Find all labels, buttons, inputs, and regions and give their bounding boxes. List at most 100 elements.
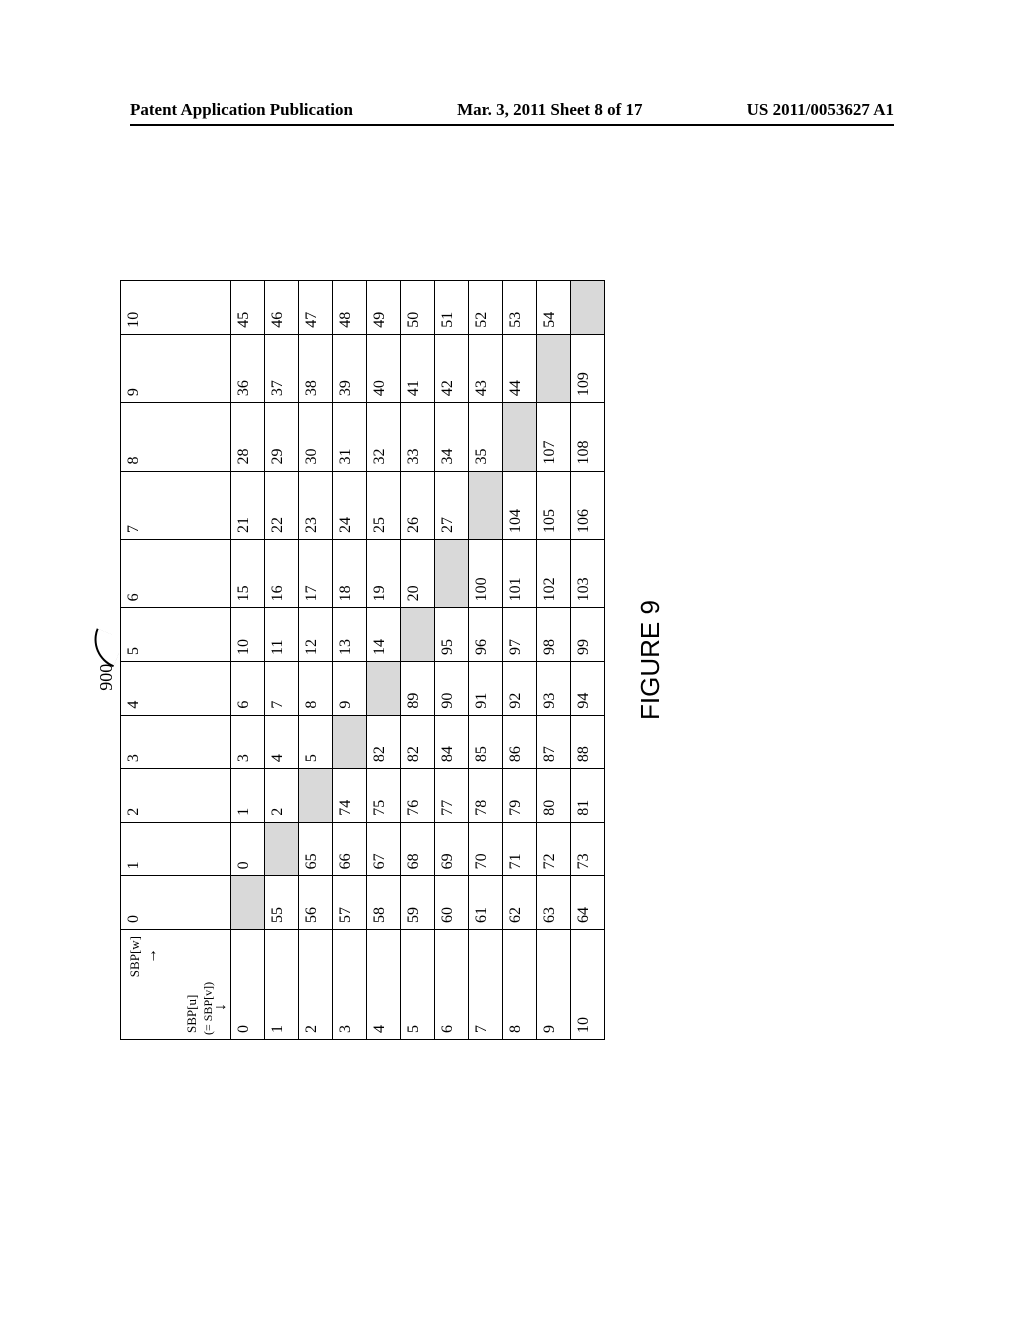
cell: 8 (299, 661, 333, 715)
cell: 64 (571, 876, 605, 930)
row-header: 4 (367, 930, 401, 1040)
table-row: 5 59 68 76 82 89 20 26 33 41 50 (401, 281, 435, 1040)
cell: 47 (299, 281, 333, 335)
cell: 57 (333, 876, 367, 930)
col-header: 0 (121, 876, 231, 930)
cell: 86 (503, 715, 537, 769)
cell: 31 (333, 403, 367, 471)
table-row: 3 57 66 74 9 13 18 24 31 39 48 (333, 281, 367, 1040)
cell: 50 (401, 281, 435, 335)
cell: 27 (435, 471, 469, 539)
cell: 82 (367, 715, 401, 769)
cell: 76 (401, 769, 435, 823)
cell: 91 (469, 661, 503, 715)
cell (333, 715, 367, 769)
row-header: 10 (571, 930, 605, 1040)
cell: 13 (333, 608, 367, 662)
cell: 103 (571, 539, 605, 607)
cell: 90 (435, 661, 469, 715)
cell: 74 (333, 769, 367, 823)
corner-bottom-label: SBP[u] (184, 995, 200, 1033)
cell: 0 (231, 822, 265, 876)
arrow-right-icon: → (143, 948, 161, 964)
cell: 14 (367, 608, 401, 662)
cell: 59 (401, 876, 435, 930)
row-header: 0 (231, 930, 265, 1040)
row-header: 3 (333, 930, 367, 1040)
cell: 56 (299, 876, 333, 930)
table-row: 0 0 1 3 6 10 15 21 28 36 45 (231, 281, 265, 1040)
cell: 48 (333, 281, 367, 335)
cell: 44 (503, 334, 537, 402)
cell (367, 661, 401, 715)
cell: 96 (469, 608, 503, 662)
table-row: 4 58 67 75 82 14 19 25 32 40 49 (367, 281, 401, 1040)
cell: 80 (537, 769, 571, 823)
cell: 43 (469, 334, 503, 402)
cell: 6 (231, 661, 265, 715)
cell: 88 (571, 715, 605, 769)
cell: 84 (435, 715, 469, 769)
cell: 7 (265, 661, 299, 715)
cell: 73 (571, 822, 605, 876)
cell: 11 (265, 608, 299, 662)
cell: 28 (231, 403, 265, 471)
cell: 18 (333, 539, 367, 607)
cell: 81 (571, 769, 605, 823)
cell: 20 (401, 539, 435, 607)
col-header: 2 (121, 769, 231, 823)
lookup-table: SBP[w] → SBP[u] (= SBP[v]) ↓ 0 1 2 3 4 5… (120, 280, 605, 1040)
table-row: 7 61 70 78 85 91 96 100 35 43 52 (469, 281, 503, 1040)
corner-cell: SBP[w] → SBP[u] (= SBP[v]) ↓ (121, 930, 231, 1040)
table-row: 10 64 73 81 88 94 99 103 106 108 109 (571, 281, 605, 1040)
cell: 9 (333, 661, 367, 715)
cell: 60 (435, 876, 469, 930)
cell: 2 (265, 769, 299, 823)
cell: 87 (537, 715, 571, 769)
cell (537, 334, 571, 402)
cell: 32 (367, 403, 401, 471)
cell: 42 (435, 334, 469, 402)
cell: 3 (231, 715, 265, 769)
cell: 82 (401, 715, 435, 769)
cell: 95 (435, 608, 469, 662)
cell: 33 (401, 403, 435, 471)
cell: 109 (571, 334, 605, 402)
cell: 61 (469, 876, 503, 930)
cell: 22 (265, 471, 299, 539)
cell (231, 876, 265, 930)
cell (571, 281, 605, 335)
cell: 100 (469, 539, 503, 607)
cell: 105 (537, 471, 571, 539)
cell: 46 (265, 281, 299, 335)
cell: 69 (435, 822, 469, 876)
cell: 94 (571, 661, 605, 715)
cell: 101 (503, 539, 537, 607)
table-row: 9 63 72 80 87 93 98 102 105 107 54 (537, 281, 571, 1040)
cell: 19 (367, 539, 401, 607)
col-header: 8 (121, 403, 231, 471)
col-header: 6 (121, 539, 231, 607)
row-header: 1 (265, 930, 299, 1040)
cell: 26 (401, 471, 435, 539)
cell: 54 (537, 281, 571, 335)
cell (435, 539, 469, 607)
cell: 85 (469, 715, 503, 769)
cell: 98 (537, 608, 571, 662)
figure-landscape: 900 SBP[w] → SBP[u] (= SBP[v]) ↓ 0 1 2 3… (120, 200, 900, 1120)
cell: 41 (401, 334, 435, 402)
cell (265, 822, 299, 876)
cell: 67 (367, 822, 401, 876)
ref-num-text: 900 (96, 664, 116, 691)
ref-arrow-arc (85, 629, 124, 668)
cell: 77 (435, 769, 469, 823)
cell: 21 (231, 471, 265, 539)
arrow-down-icon: ↓ (212, 1003, 230, 1011)
table-row: 2 56 65 5 8 12 17 23 30 38 47 (299, 281, 333, 1040)
cell: 71 (503, 822, 537, 876)
cell: 24 (333, 471, 367, 539)
table-row: 6 60 69 77 84 90 95 27 34 42 51 (435, 281, 469, 1040)
cell: 55 (265, 876, 299, 930)
cell: 35 (469, 403, 503, 471)
col-header: 7 (121, 471, 231, 539)
